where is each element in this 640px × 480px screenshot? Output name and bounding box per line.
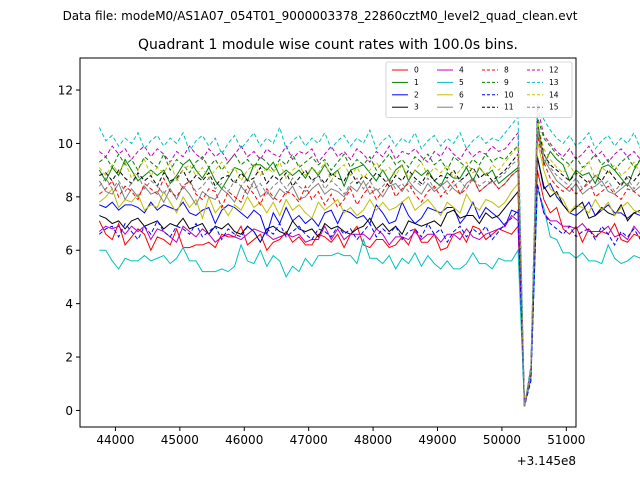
legend-label-12: 12 [549,66,559,75]
axes-layer: 44000 45000 46000 47000 48000 49000 50000 51000… [58,57,585,468]
legend-label-10: 10 [504,90,514,99]
x-tick-label: 46000 [225,433,263,447]
legend-label-0: 0 [414,66,419,75]
y-tick-label: 8 [65,190,73,204]
legend-label-4: 4 [459,66,464,75]
x-offset-label: +3.145e8 [517,454,576,468]
x-tick-label: 44000 [96,433,134,447]
legend-label-6: 6 [459,90,464,99]
y-tick-label: 6 [65,244,73,258]
legend-label-15: 15 [549,103,559,112]
x-tick-label: 49000 [418,433,456,447]
legend-label-11: 11 [504,103,514,112]
legend-label-1: 1 [414,78,419,87]
legend-label-14: 14 [549,90,559,99]
series-line-0 [98,170,640,407]
x-tick-label: 47000 [290,433,328,447]
legend-box [385,61,573,118]
series-line-6 [99,140,640,407]
series-line-13 [98,103,640,407]
series-line-4 [99,186,640,407]
series-line-8 [99,135,640,407]
series-line-2 [99,156,640,407]
y-tick-label: 4 [65,297,73,311]
x-tick-label: 50000 [483,433,521,447]
series-line-7 [98,132,640,407]
legend-label-2: 2 [414,90,419,99]
series-line-14 [98,121,640,407]
legend-label-3: 3 [414,103,419,112]
legend-label-5: 5 [459,78,464,87]
series-line-15 [98,129,640,407]
chart-title: Quadrant 1 module wise count rates with … [138,37,518,53]
x-tick-label: 45000 [161,433,199,447]
x-tick-label: 51000 [547,433,585,447]
series-line-11 [99,121,640,407]
series-line-3 [99,156,640,407]
series-line-10 [99,183,640,407]
series-line-12 [99,105,640,407]
legend-label-7: 7 [459,103,464,112]
legend-label-8: 8 [504,66,509,75]
figure-suptitle: Data file: modeM0/AS1A07_054T01_90000033… [63,9,578,23]
series-line-1 [98,119,640,407]
series-line-9 [99,116,640,407]
series-line-5 [99,188,640,407]
y-tick-label: 2 [65,351,73,365]
y-tick-label: 12 [58,84,73,98]
legend-label-13: 13 [549,78,559,87]
y-tick-label: 10 [58,137,73,151]
series-layer [98,103,640,407]
legend-label-9: 9 [504,78,509,87]
plot-frame [79,57,577,428]
x-tick-label: 48000 [354,433,392,447]
y-tick-label: 0 [65,404,73,418]
